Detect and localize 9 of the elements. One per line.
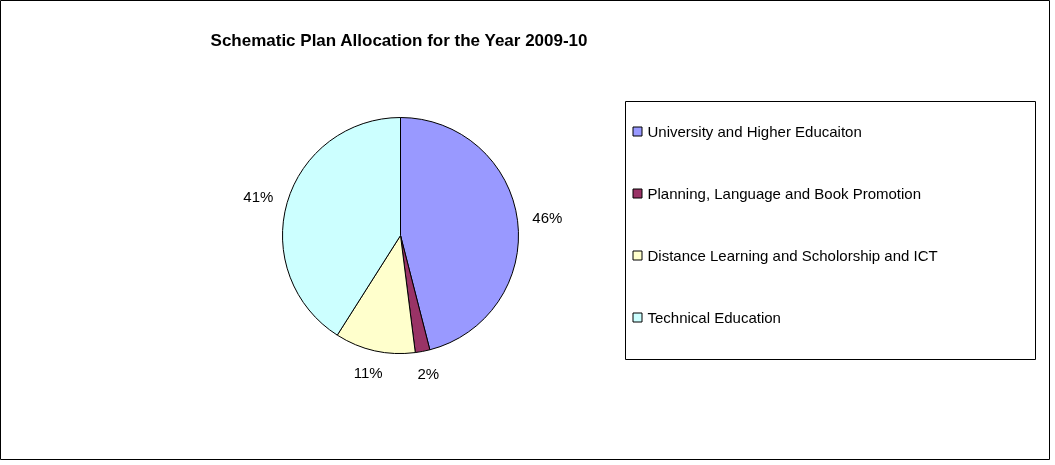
data-label: 2% [417, 364, 440, 382]
legend-label: Technical Education [647, 309, 781, 326]
data-label: 11% [353, 363, 383, 381]
legend-label: Distance Learning and Scholorship and ICT [647, 247, 938, 264]
legend-label: Planning, Language and Book Promotion [647, 185, 922, 202]
data-label: 46% [532, 209, 563, 227]
legend-label: University and Higher Educaiton [647, 123, 862, 140]
data-label: 41% [243, 187, 274, 205]
chart-title: Schematic Plan Allocation for the Year 2009-10 [210, 31, 588, 50]
